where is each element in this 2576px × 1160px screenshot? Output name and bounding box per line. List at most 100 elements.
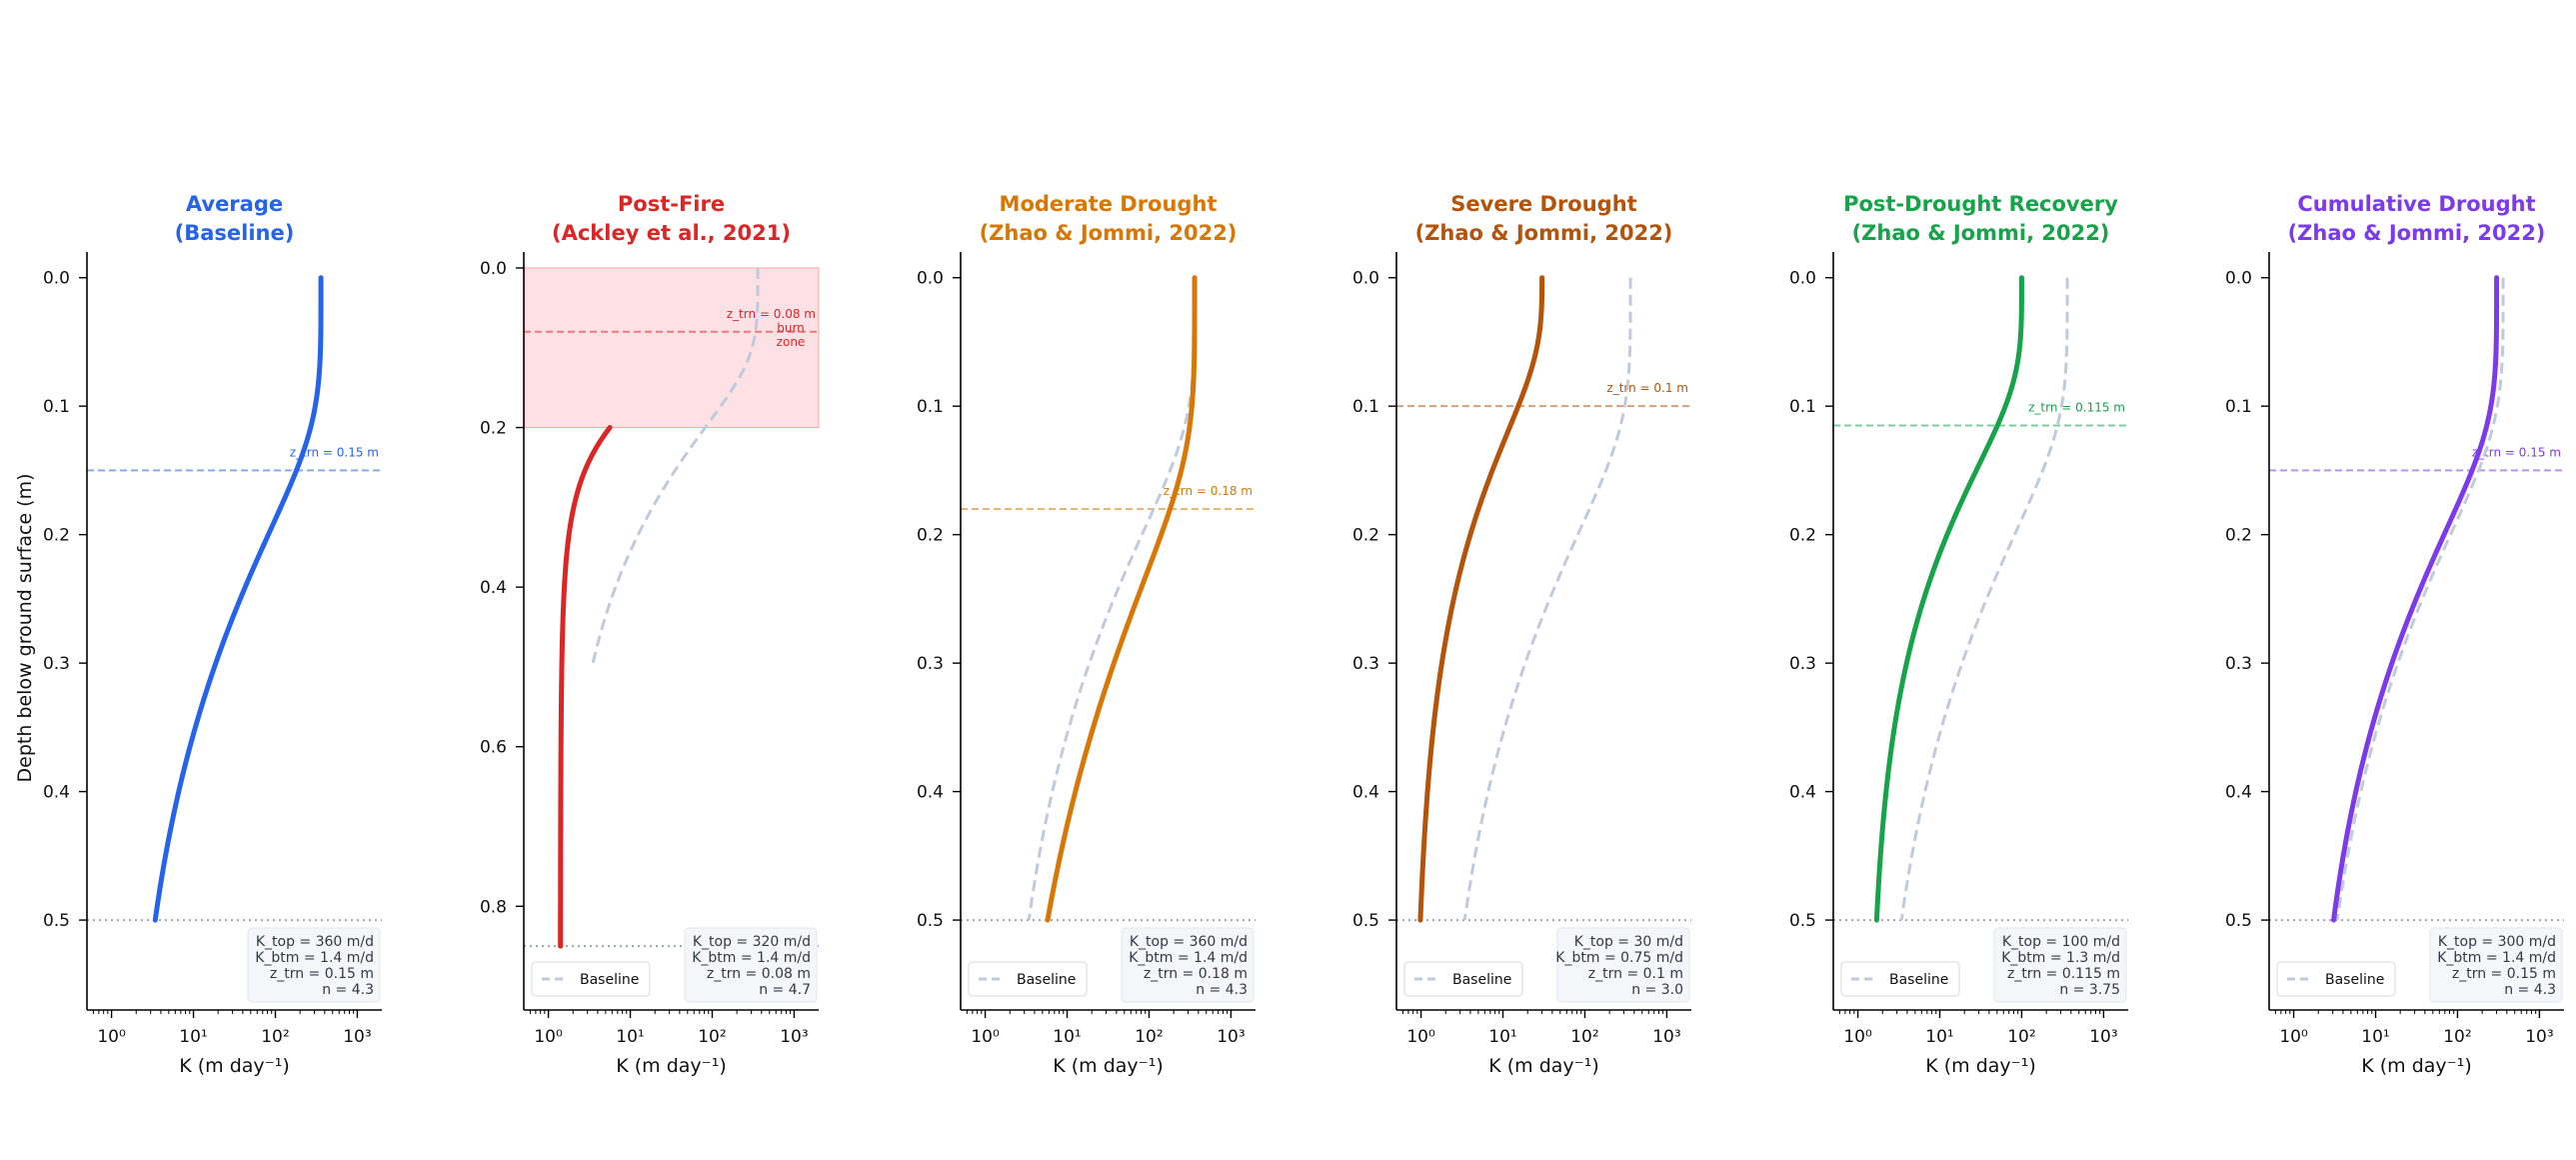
baseline-curve (1027, 277, 1197, 921)
legend-box (1403, 961, 1523, 997)
panels-group: z_trn = 0.15 m 0.0 0.1 0.2 0.3 0.4 0.5 10⁰ 10¹ 10… (43, 192, 2564, 1077)
x-tick-label: 10² (698, 1027, 726, 1047)
x-tick-label: 10¹ (616, 1027, 644, 1047)
y-tick-label: 0.6 (480, 738, 507, 758)
x-tick-label: 10¹ (1925, 1027, 1953, 1047)
params-box (247, 927, 381, 1003)
k-profile-curve (2331, 275, 2500, 923)
x-tick-label: 10¹ (1488, 1027, 1516, 1047)
k-profile-curve (152, 275, 324, 923)
param-line: K_btm = 1.3 m/d (2001, 950, 2120, 966)
params-box (1121, 927, 1255, 1003)
panel-1: z_trn = 0.15 m 0.0 0.1 0.2 0.3 0.4 0.5 10⁰ 10¹ 10… (43, 192, 382, 1077)
y-tick-label: 0.4 (2225, 783, 2252, 803)
y-tick-label: 0.5 (1352, 911, 1379, 931)
x-axis-label: K (m day⁻¹) (179, 1055, 289, 1077)
panel-subtitle: (Zhao & Jommi, 2022) (1415, 221, 1673, 245)
x-tick-label: 10¹ (179, 1027, 207, 1047)
panel-subtitle: (Baseline) (175, 221, 295, 245)
y-tick-label: 0.0 (917, 269, 944, 289)
y-tick-label: 0.5 (1789, 911, 1816, 931)
x-tick-label: 10⁰ (97, 1027, 126, 1047)
baseline-curve (1899, 277, 2069, 921)
x-axis-label: K (m day⁻¹) (1488, 1055, 1598, 1077)
x-tick-label: 10⁰ (1406, 1027, 1435, 1047)
legend-label: Baseline (1889, 972, 1948, 988)
baseline-curve (1462, 277, 1632, 921)
y-tick-label: 0.2 (1789, 526, 1816, 546)
param-line: z_trn = 0.18 m (1144, 966, 1248, 982)
param-line: K_top = 30 m/d (1574, 934, 1683, 950)
param-line: K_top = 100 m/d (2002, 934, 2120, 950)
y-tick-label: 0.1 (43, 397, 70, 417)
legend-box (531, 961, 651, 997)
legend-box (2276, 961, 2396, 997)
panel-title: Post-Fire (618, 192, 725, 216)
x-axis-label: K (m day⁻¹) (1053, 1055, 1163, 1077)
params-box (1993, 927, 2127, 1003)
k-profile-curve (1873, 275, 2024, 923)
panel-4: z_trn = 0.1 m 0.0 0.1 0.2 0.3 0.4 0.5 10⁰ 10¹ 10²… (1352, 192, 1691, 1077)
param-line: z_trn = 0.15 m (2452, 966, 2556, 982)
param-line: n = 4.3 (2504, 982, 2556, 998)
param-line: n = 4.7 (759, 982, 811, 998)
panel-title: Post-Drought Recovery (1843, 192, 2118, 216)
param-line: z_trn = 0.115 m (2007, 966, 2120, 982)
baseline-curve (590, 267, 760, 668)
param-line: n = 4.3 (322, 982, 374, 998)
burn-zone-region (524, 267, 820, 429)
y-tick-label: 0.4 (1352, 783, 1379, 803)
param-line: K_btm = 1.4 m/d (2437, 950, 2556, 966)
y-tick-label: 0.3 (1352, 654, 1379, 674)
y-tick-label: 0.4 (480, 578, 507, 598)
x-tick-label: 10² (2007, 1027, 2035, 1047)
y-tick-label: 0.1 (1352, 397, 1379, 417)
x-tick-label: 10³ (1652, 1027, 1680, 1047)
param-line: K_top = 360 m/d (256, 934, 374, 950)
x-tick-label: 10⁰ (2279, 1027, 2308, 1047)
panel-subtitle: (Zhao & Jommi, 2022) (1852, 221, 2110, 245)
param-line: z_trn = 0.08 m (707, 966, 811, 982)
y-tick-label: 0.0 (2225, 269, 2252, 289)
y-tick-label: 0.5 (2225, 911, 2252, 931)
y-tick-label: 0.0 (1352, 269, 1379, 289)
y-tick-label: 0.1 (2225, 397, 2252, 417)
x-tick-label: 10² (2443, 1027, 2471, 1047)
x-tick-label: 10¹ (1053, 1027, 1081, 1047)
x-tick-label: 10⁰ (534, 1027, 563, 1047)
k-profile-curve (1417, 275, 1545, 923)
y-tick-label: 0.0 (480, 259, 507, 279)
legend-label: Baseline (1452, 972, 1511, 988)
y-tick-label: 0.3 (43, 654, 70, 674)
x-axis-label: K (m day⁻¹) (2361, 1055, 2471, 1077)
ztrn-label: z_trn = 0.15 m (2472, 445, 2561, 459)
ztrn-label: z_trn = 0.115 m (2028, 400, 2125, 414)
y-tick-label: 0.4 (917, 783, 944, 803)
x-tick-label: 10² (1570, 1027, 1598, 1047)
x-tick-label: 10² (1135, 1027, 1163, 1047)
x-tick-label: 10¹ (2361, 1027, 2389, 1047)
y-tick-label: 0.1 (917, 397, 944, 417)
x-axis-label: K (m day⁻¹) (616, 1055, 726, 1077)
x-tick-label: 10³ (1217, 1027, 1245, 1047)
param-line: K_btm = 1.4 m/d (255, 950, 374, 966)
panel-3: z_trn = 0.18 m 0.0 0.1 0.2 0.3 0.4 0.5 10⁰ 10¹ 10… (917, 192, 1256, 1077)
panel-subtitle: (Zhao & Jommi, 2022) (2288, 221, 2546, 245)
params-box (1556, 927, 1690, 1003)
param-line: z_trn = 0.15 m (270, 966, 374, 982)
y-tick-label: 0.5 (917, 911, 944, 931)
panel-title: Average (186, 192, 283, 216)
panel-title: Cumulative Drought (2297, 192, 2535, 216)
legend-label: Baseline (580, 972, 639, 988)
y-tick-label: 0.2 (2225, 526, 2252, 546)
y-tick-label: 0.1 (1789, 397, 1816, 417)
param-line: K_btm = 1.4 m/d (692, 950, 811, 966)
y-tick-label: 0.2 (480, 419, 507, 439)
x-tick-label: 10⁰ (1843, 1027, 1872, 1047)
x-tick-label: 10³ (2089, 1027, 2117, 1047)
legend-box (968, 961, 1088, 997)
y-tick-label: 0.2 (917, 526, 944, 546)
params-box (2429, 927, 2563, 1003)
